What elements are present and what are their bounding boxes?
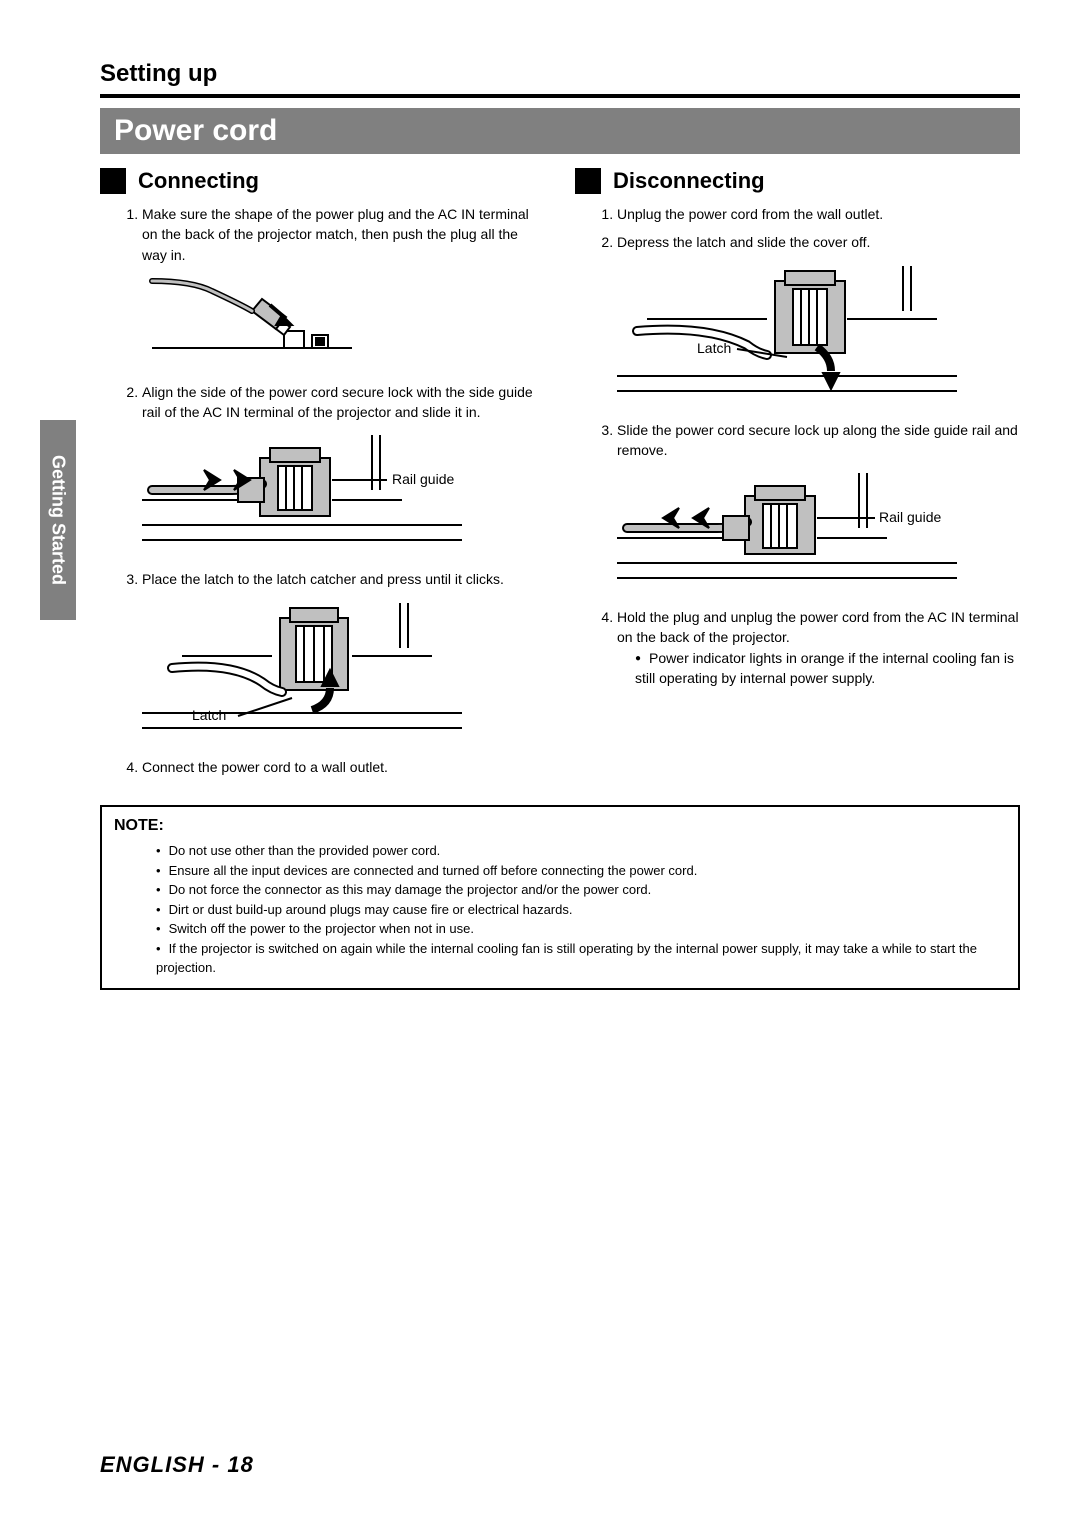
disconnecting-heading-text: Disconnecting — [613, 168, 765, 194]
side-tab: Getting Started — [40, 420, 76, 620]
note-item-3: Do not force the connector as this may d… — [156, 880, 1006, 900]
figure-connecting-1 — [142, 273, 545, 368]
fig-label: Rail guide — [392, 471, 454, 487]
disconnecting-step-3: Slide the power cord secure lock up alon… — [617, 420, 1020, 461]
page-footer: ENGLISH - 18 — [100, 1452, 254, 1478]
footer-sep: - — [212, 1452, 227, 1477]
note-title: NOTE: — [114, 817, 1006, 835]
connecting-steps-3: Place the latch to the latch catcher and… — [142, 569, 545, 589]
side-tab-label: Getting Started — [48, 455, 69, 585]
chapter-heading: Setting up — [100, 60, 1020, 88]
note-list: Do not use other than the provided power… — [156, 841, 1006, 978]
left-column: Connecting Make sure the shape of the po… — [100, 168, 545, 785]
columns: Connecting Make sure the shape of the po… — [100, 168, 1020, 785]
disconnecting-steps: Unplug the power cord from the wall outl… — [617, 204, 1020, 253]
disconnecting-step-4-bullets: Power indicator lights in orange if the … — [635, 648, 1020, 689]
main-title-bar: Power cord — [100, 108, 1020, 154]
connecting-steps-2: Align the side of the power cord secure … — [142, 382, 545, 423]
disconnecting-step-4: Hold the plug and unplug the power cord … — [617, 607, 1020, 688]
disconnecting-step-4-bullet: Power indicator lights in orange if the … — [635, 648, 1020, 689]
disconnecting-step-4-text: Hold the plug and unplug the power cord … — [617, 609, 1019, 645]
connecting-step-4: Connect the power cord to a wall outlet. — [142, 757, 545, 777]
disconnecting-step-1: Unplug the power cord from the wall outl… — [617, 204, 1020, 224]
heading-marker — [100, 168, 126, 194]
main-title-text: Power cord — [114, 114, 277, 147]
connecting-step-3: Place the latch to the latch catcher and… — [142, 569, 545, 589]
connecting-steps-4: Connect the power cord to a wall outlet. — [142, 757, 545, 777]
title-divider — [100, 94, 1020, 98]
connecting-step-1: Make sure the shape of the power plug an… — [142, 204, 545, 265]
figure-connecting-2: Rail guide — [142, 430, 545, 555]
footer-lang: ENGLISH — [100, 1452, 205, 1477]
disconnecting-step-2: Depress the latch and slide the cover of… — [617, 232, 1020, 252]
note-item-1: Do not use other than the provided power… — [156, 841, 1006, 861]
disconnecting-steps-4: Hold the plug and unplug the power cord … — [617, 607, 1020, 688]
figure-connecting-3: Latch — [142, 598, 545, 743]
connecting-heading-text: Connecting — [138, 168, 259, 194]
right-column: Disconnecting Unplug the power cord from… — [575, 168, 1020, 785]
footer-page: 18 — [227, 1452, 253, 1477]
disconnecting-heading: Disconnecting — [575, 168, 1020, 194]
note-item-2: Ensure all the input devices are connect… — [156, 861, 1006, 881]
note-item-6: If the projector is switched on again wh… — [156, 939, 1006, 978]
figure-disconnecting-2: Rail guide — [617, 468, 1020, 593]
disconnecting-steps-3: Slide the power cord secure lock up alon… — [617, 420, 1020, 461]
connecting-steps: Make sure the shape of the power plug an… — [142, 204, 545, 265]
connecting-heading: Connecting — [100, 168, 545, 194]
fig-label: Latch — [192, 707, 226, 723]
figure-disconnecting-1: Latch — [617, 261, 1020, 406]
note-item-4: Dirt or dust build-up around plugs may c… — [156, 900, 1006, 920]
fig-label: Rail guide — [879, 509, 941, 525]
heading-marker — [575, 168, 601, 194]
fig-label: Latch — [697, 340, 731, 356]
note-item-5: Switch off the power to the projector wh… — [156, 919, 1006, 939]
note-box: NOTE: Do not use other than the provided… — [100, 805, 1020, 990]
connecting-step-2: Align the side of the power cord secure … — [142, 382, 545, 423]
